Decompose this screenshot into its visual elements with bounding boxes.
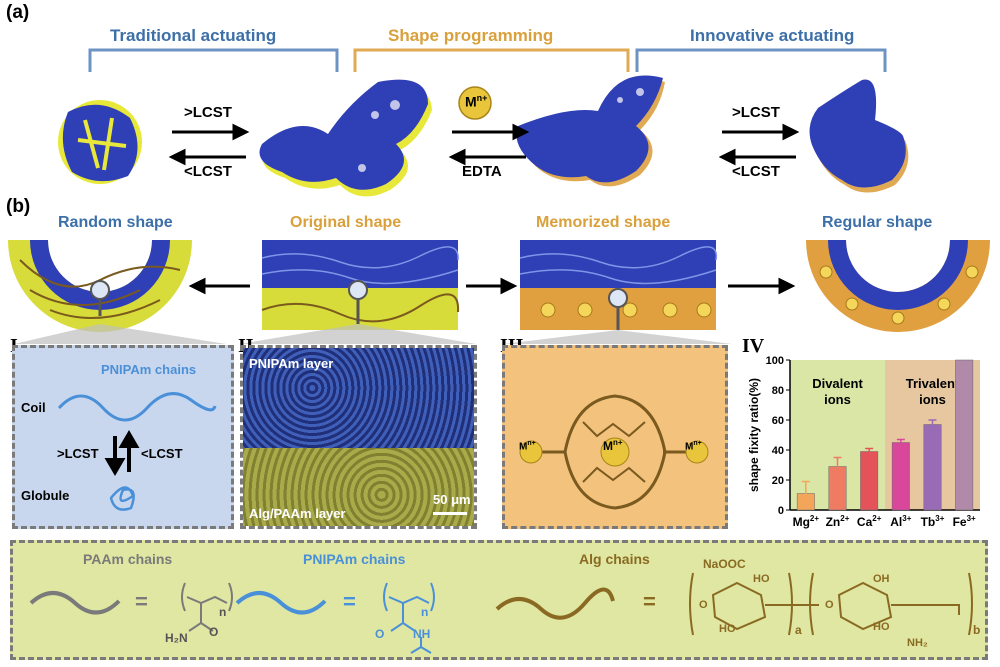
- egg-box-graphics: [519, 394, 709, 510]
- legend-alg-a: a: [795, 623, 802, 637]
- legend-alg-b: b: [973, 623, 981, 637]
- sub-ii-scale-bar: [433, 512, 467, 515]
- legend-paam-equals: =: [135, 589, 148, 614]
- legend-alg-ho2: HO: [719, 623, 736, 635]
- metal-ion-ball: [458, 86, 492, 120]
- title-regular-shape: Regular shape: [822, 214, 933, 231]
- bar-Ca: [860, 451, 879, 511]
- panel-a-graphics: [58, 48, 909, 197]
- cond-above-lcst-2: >LCST: [732, 104, 780, 121]
- legend-alg-o1: O: [699, 599, 708, 611]
- bracket-programming: [353, 48, 630, 72]
- sub-ii-bottom-label: Alg/PAAm layer: [249, 506, 346, 521]
- legend-alg-naooc: NaOOC: [703, 557, 746, 571]
- sub-i-graphics: [57, 392, 217, 511]
- legend-alg-ho1: HO: [753, 573, 770, 585]
- cond-edta: EDTA: [462, 163, 502, 180]
- group-label-1-line1: Trivalent: [906, 376, 960, 391]
- y-tick-label-5: 100: [766, 355, 784, 367]
- legend-paam-title: PAAm chains: [83, 551, 173, 567]
- x-tick-label-Mg: Mg2+: [793, 514, 820, 529]
- bar-Tb: [923, 424, 942, 511]
- chain-legend-row: PAAm chains PNIPAm chains Alg chains = n…: [10, 540, 988, 660]
- zoom-fans: [14, 324, 732, 344]
- x-tick-label-Zn: Zn2+: [826, 514, 850, 529]
- bracket-innovative: [635, 48, 887, 72]
- legend-paam-o: O: [209, 625, 219, 639]
- magnifier-icons: [90, 280, 628, 330]
- legend-pnipam-n: n: [421, 605, 429, 619]
- x-tick-label-Al: Al3+: [890, 514, 911, 529]
- legend-pnipam-title: PNIPAm chains: [303, 551, 406, 567]
- subpanel-iii: Mn+ Mn+ Mn+: [502, 345, 728, 529]
- metal-ion-center: Mn+: [603, 438, 623, 453]
- bar-Fe: [955, 359, 974, 511]
- group-label-0-line1: Divalent: [812, 376, 863, 391]
- title-original-shape: Original shape: [290, 214, 402, 231]
- subpanel-ii: PNIPAm layer Alg/PAAm layer 50 μm: [240, 345, 477, 529]
- x-tick-label-Ca: Ca2+: [857, 514, 882, 529]
- legend-alg-equals: =: [643, 589, 656, 614]
- y-tick-label-1: 20: [772, 475, 784, 487]
- numeral-iv: IV: [742, 335, 765, 357]
- legend-paam-h2n: H₂N: [165, 631, 188, 645]
- sub-i-above: >LCST: [57, 446, 99, 461]
- sub-i-coil: Coil: [21, 400, 46, 415]
- y-axis-label: shape fixity ratio(%): [747, 378, 761, 492]
- curled-butterfly: [58, 100, 142, 184]
- header-programming: Shape programming: [388, 26, 554, 45]
- x-tick-label-Tb: Tb3+: [921, 514, 945, 529]
- programmed-butterfly: [516, 75, 665, 187]
- sub-ii-scale-label: 50 μm: [433, 492, 471, 507]
- legend-alg-oh: OH: [873, 573, 890, 585]
- legend-alg-o2: O: [825, 599, 834, 611]
- sub-i-globule: Globule: [21, 488, 70, 503]
- original-shape-block: [261, 240, 460, 330]
- panel-b-schematics: [8, 240, 990, 332]
- legend-pnipam-equals: =: [343, 589, 356, 614]
- header-innovative: Innovative actuating: [690, 26, 855, 45]
- sub-i-below: <LCST: [141, 446, 183, 461]
- y-tick-label-4: 80: [772, 385, 784, 397]
- x-tick-label-Fe: Fe3+: [953, 514, 976, 529]
- cond-below-lcst-1: <LCST: [184, 163, 232, 180]
- cond-below-lcst-2: <LCST: [732, 163, 780, 180]
- title-memorized-shape: Memorized shape: [536, 214, 671, 231]
- arrows-a: [168, 123, 800, 166]
- subpanel-i: PNIPAm chains Coil Globule >LCST <LCST: [12, 345, 234, 529]
- sub-ii-top-label: PNIPAm layer: [249, 356, 334, 371]
- flat-butterfly: [809, 79, 909, 193]
- metal-ion-left: Mn+: [519, 440, 536, 453]
- y-tick-label-3: 60: [772, 415, 784, 427]
- legend-alg-ho3: HO: [873, 621, 890, 633]
- bracket-traditional: [88, 48, 339, 72]
- arrows-b: [188, 277, 796, 295]
- legend-pnipam-nh: NH: [413, 627, 431, 641]
- metal-ion-right: Mn+: [685, 440, 702, 453]
- legend-alg-nh2: NH₂: [907, 637, 928, 649]
- legend-paam-n: n: [219, 605, 227, 619]
- y-tick-label-0: 0: [778, 505, 784, 517]
- group-label-1-line2: ions: [919, 392, 946, 407]
- group-label-0-line2: ions: [824, 392, 851, 407]
- original-butterfly: [259, 79, 432, 197]
- cond-above-lcst-1: >LCST: [184, 104, 232, 121]
- panel-b-letter: (b): [6, 196, 31, 217]
- legend-graphics: [29, 572, 973, 654]
- cond-metal-ion: Mn+: [465, 93, 488, 110]
- title-random-shape: Random shape: [58, 214, 173, 231]
- bar-Al: [891, 442, 910, 511]
- regular-shape-ring: [806, 240, 990, 332]
- fixity-chart: DivalentionsTrivalentions020406080100sha…: [747, 355, 980, 529]
- legend-alg-title: Alg chains: [579, 551, 650, 567]
- legend-pnipam-o: O: [375, 627, 385, 641]
- y-tick-label-2: 40: [772, 445, 784, 457]
- panel-a-letter: (a): [6, 2, 30, 23]
- sem-top-layer: [243, 348, 474, 448]
- header-traditional: Traditional actuating: [110, 26, 277, 45]
- sub-i-title: PNIPAm chains: [101, 362, 197, 377]
